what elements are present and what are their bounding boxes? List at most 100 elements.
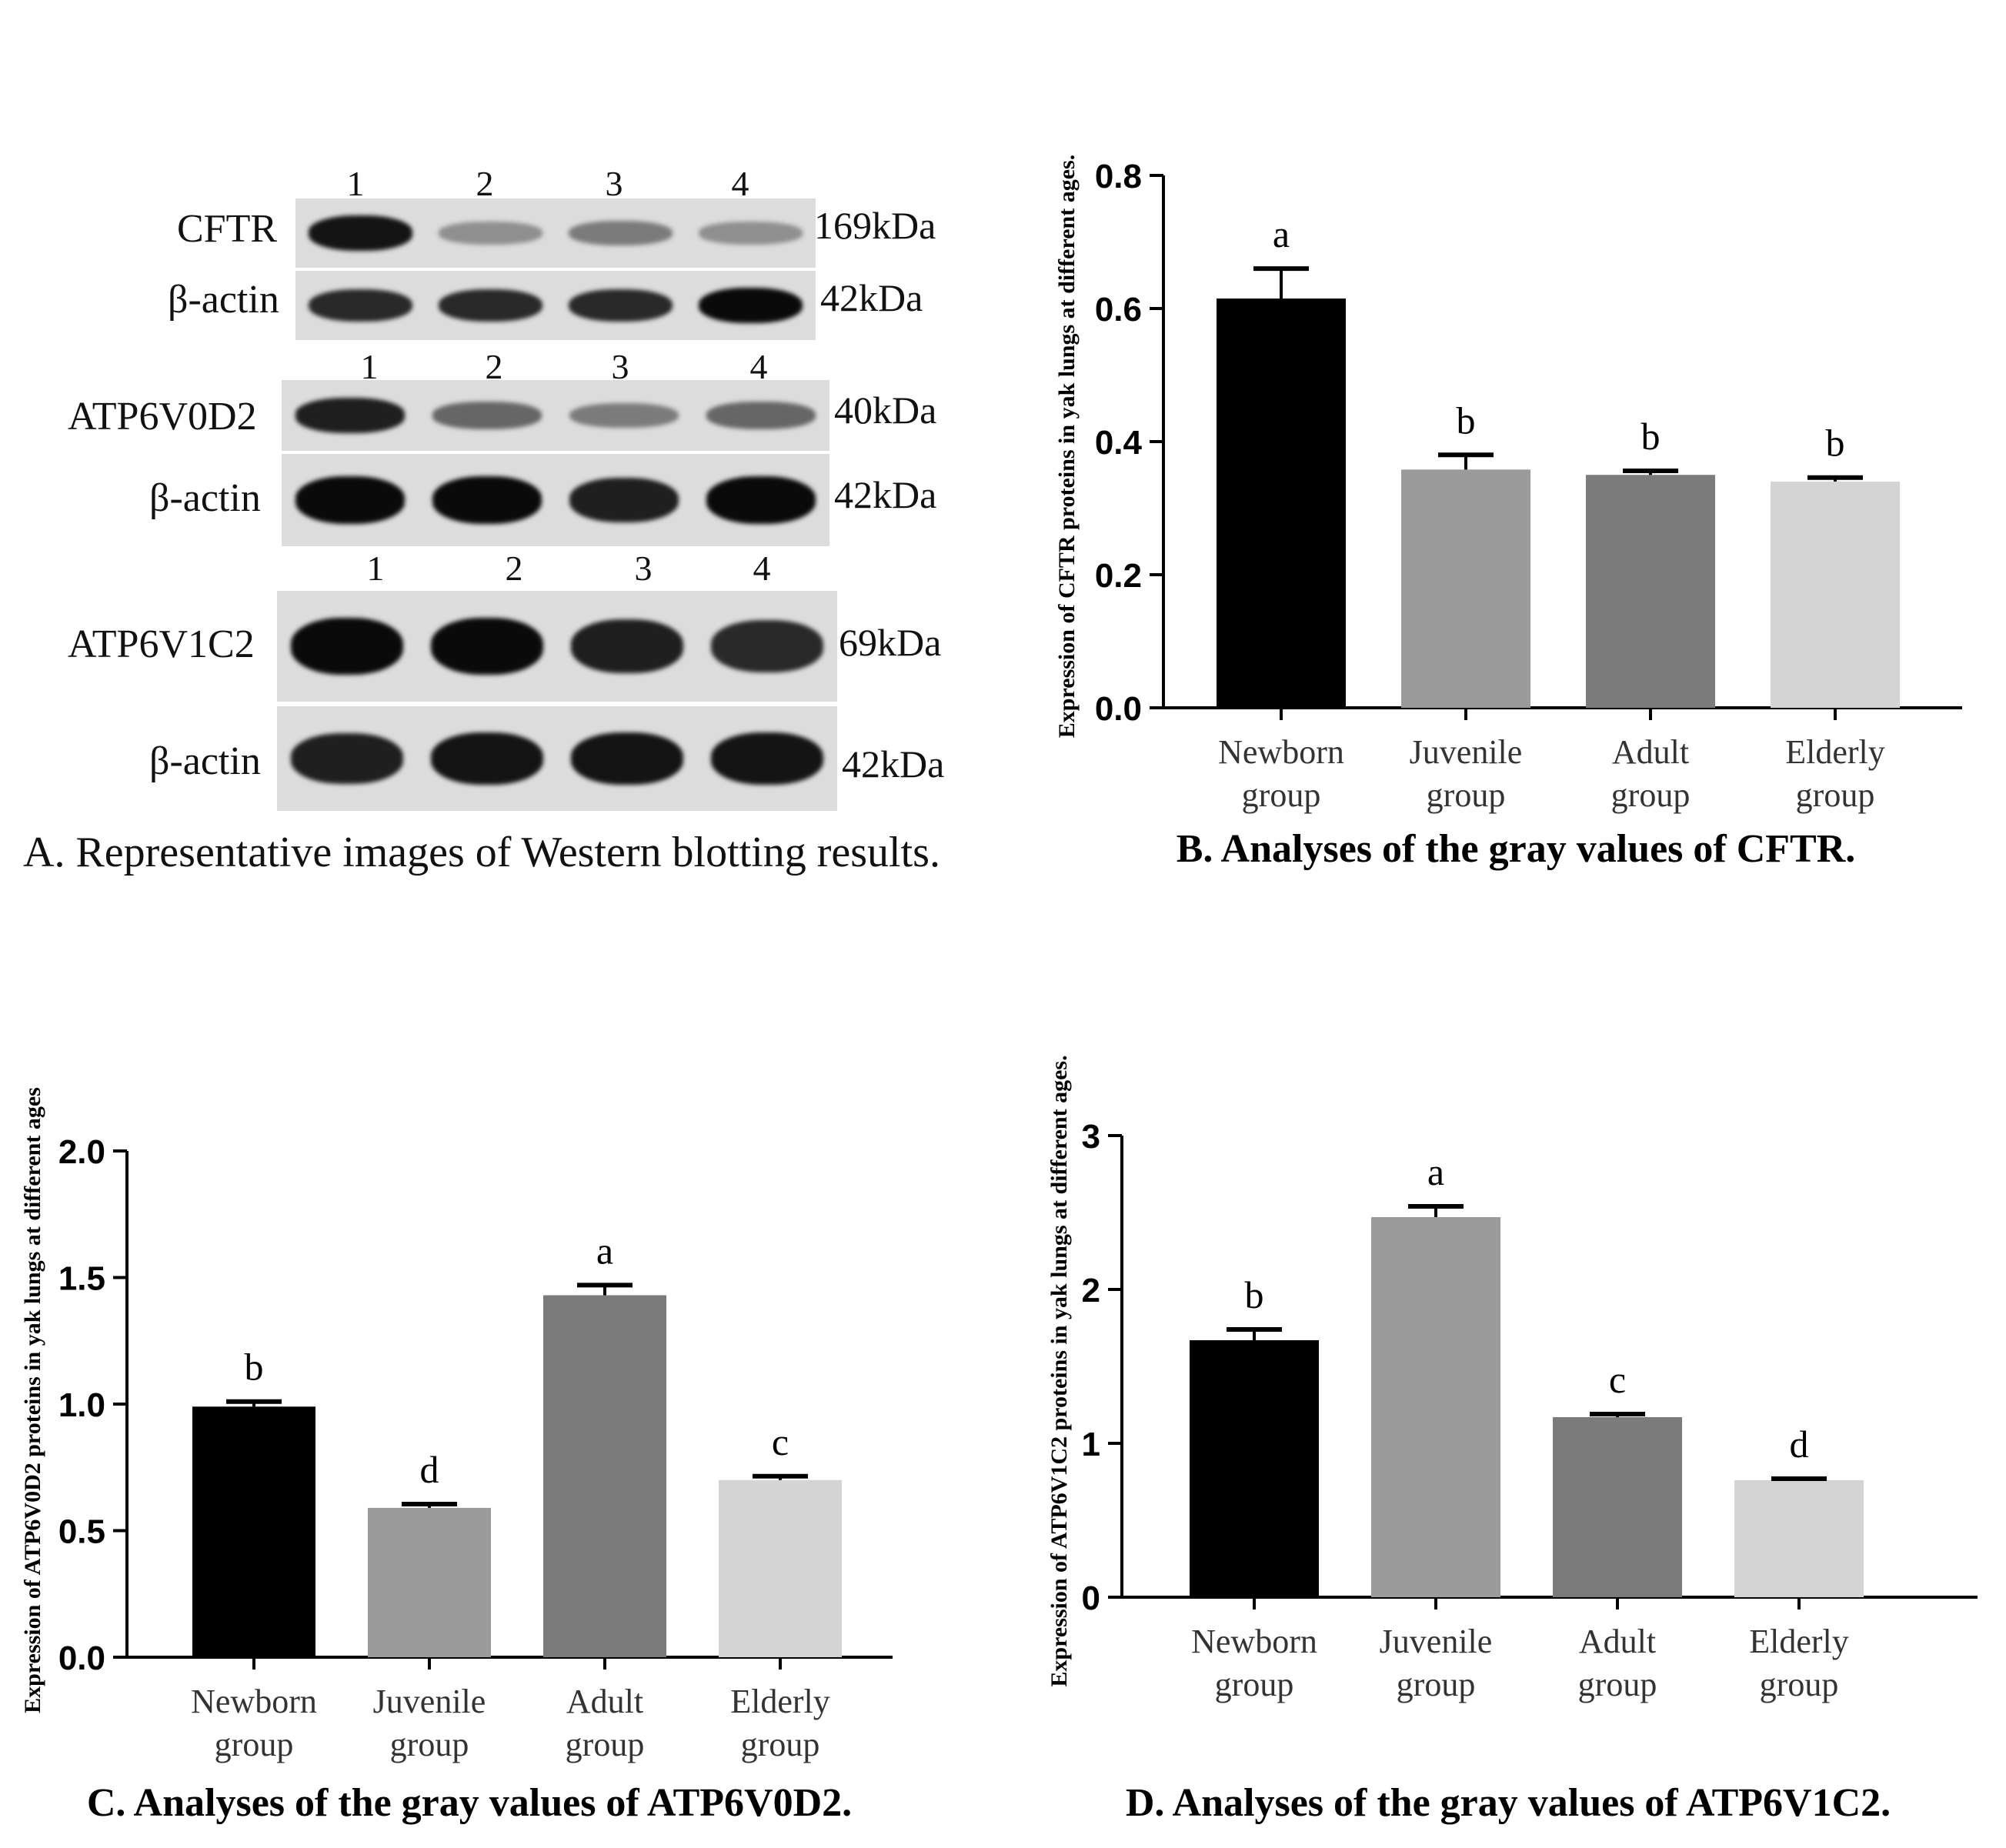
- blot-band: [569, 477, 679, 523]
- y-tick-label: 0.6: [1095, 291, 1142, 329]
- significance-letter: b: [1245, 1273, 1264, 1316]
- significance-letter: d: [1790, 1423, 1809, 1466]
- y-tick-label: 3: [1082, 1118, 1100, 1156]
- blot-band: [568, 221, 673, 245]
- blot-strip: [277, 706, 837, 811]
- x-tick-label: group: [1760, 1666, 1839, 1703]
- y-tick-label: 2.0: [58, 1133, 105, 1171]
- lane-number: 4: [749, 347, 768, 386]
- lane-number: 4: [731, 164, 749, 203]
- x-tick-label: Newborn: [1191, 1623, 1317, 1660]
- y-tick-label: 0.4: [1095, 424, 1143, 462]
- blot-strip: [277, 591, 837, 702]
- lane-number: 1: [346, 164, 365, 203]
- kda-label: 42kDa: [834, 473, 937, 516]
- y-tick-label: 1: [1082, 1426, 1100, 1463]
- blot-band: [438, 289, 543, 322]
- x-tick-label: Elderly: [730, 1683, 830, 1720]
- chart-b-cftr: 0.0 0.2 0.4 0.6 0.8 a Newborn group b Juvenile gro…: [1054, 155, 1962, 871]
- kda-label: 42kDa: [842, 742, 945, 786]
- bar: [192, 1406, 315, 1657]
- y-tick-label: 1.5: [58, 1260, 105, 1298]
- significance-letter: b: [1641, 415, 1661, 458]
- blot-band: [706, 402, 816, 429]
- bar: [1401, 469, 1530, 708]
- x-tick-label: Adult: [1579, 1623, 1656, 1660]
- significance-letter: b: [1457, 399, 1476, 442]
- blot-row-label: β-actin: [149, 739, 261, 783]
- x-tick-label: group: [215, 1726, 294, 1763]
- lane-number: 3: [634, 549, 653, 588]
- blot-band: [698, 287, 803, 324]
- kda-label: 69kDa: [839, 621, 942, 664]
- chart-caption: B. Analyses of the gray values of CFTR.: [1177, 827, 1856, 871]
- blot-band: [711, 732, 823, 786]
- y-axis-label: Expression of ATP6V1C2 proteins in yak l…: [1046, 1055, 1072, 1686]
- chart-caption: D. Analyses of the gray values of ATP6V1…: [1126, 1781, 1891, 1825]
- x-tick-label: group: [390, 1726, 469, 1763]
- bar: [543, 1295, 666, 1657]
- blot-band: [308, 289, 413, 322]
- blot-band: [438, 222, 543, 245]
- y-tick-label: 0: [1082, 1579, 1100, 1617]
- blot-band: [432, 402, 542, 429]
- y-tick-label: 0.0: [58, 1640, 105, 1677]
- kda-label: 169kDa: [814, 204, 936, 247]
- blot-row-label: β-actin: [168, 278, 279, 322]
- bar: [1217, 299, 1346, 708]
- significance-letter: b: [1826, 422, 1845, 465]
- x-tick-label: Elderly: [1785, 733, 1885, 771]
- blot-row-label: CFTR: [177, 207, 278, 251]
- lane-number: 1: [360, 347, 379, 386]
- blot-band: [291, 617, 403, 675]
- x-tick-label: group: [566, 1726, 645, 1763]
- significance-letter: a: [1427, 1150, 1444, 1193]
- chart-c-atp6v0d2: 0.0 0.5 1.0 1.5 2.0 b Newborn group d Juvenile gro…: [20, 1087, 893, 1825]
- blot-band: [432, 475, 542, 525]
- x-tick-label: group: [741, 1726, 820, 1763]
- x-tick-label: group: [1215, 1666, 1294, 1703]
- x-tick-label: Elderly: [1749, 1623, 1849, 1660]
- x-tick-label: group: [1611, 776, 1691, 814]
- bar: [1771, 481, 1900, 708]
- x-tick-label: Juvenile: [373, 1683, 486, 1720]
- x-tick-label: group: [1578, 1666, 1657, 1703]
- x-tick-label: group: [1796, 776, 1875, 814]
- y-tick-label: 0.5: [58, 1513, 105, 1551]
- y-tick-label: 0.0: [1095, 690, 1142, 728]
- bar: [1553, 1417, 1682, 1597]
- blot-band: [431, 617, 543, 675]
- chart-d-atp6v1c2: 0 1 2 3 b Newborn group a Juvenile group c Adult gro…: [1046, 1055, 1978, 1825]
- lane-number: 1: [366, 549, 385, 588]
- blot-band: [711, 619, 823, 673]
- lane-number: 4: [753, 549, 771, 588]
- y-axis-label: Expression of ATP6V0D2 proteins in yak l…: [20, 1087, 45, 1713]
- blot-band: [706, 475, 816, 525]
- lane-number: 2: [505, 549, 523, 588]
- blot-band: [431, 732, 543, 786]
- significance-letter: c: [772, 1420, 789, 1463]
- blot-strip: [295, 271, 816, 340]
- y-axis-label: Expression of CFTR proteins in yak lungs…: [1054, 155, 1080, 738]
- blot-row-label: ATP6V0D2: [68, 395, 257, 439]
- x-tick-label: group: [1397, 1666, 1476, 1703]
- blot-band: [568, 289, 673, 322]
- x-tick-label: Newborn: [191, 1683, 317, 1720]
- bar: [1586, 475, 1715, 708]
- blot-band: [571, 619, 683, 674]
- x-tick-label: Newborn: [1218, 733, 1344, 771]
- blot-strip: [282, 380, 829, 451]
- blot-band: [698, 222, 803, 245]
- bar: [1734, 1480, 1864, 1597]
- kda-label: 42kDa: [820, 276, 923, 319]
- significance-letter: b: [245, 1346, 264, 1389]
- lane-number: 3: [611, 347, 629, 386]
- y-tick-label: 0.2: [1095, 557, 1142, 595]
- bar: [368, 1507, 491, 1657]
- blot-band: [571, 732, 683, 786]
- significance-letter: a: [596, 1229, 613, 1272]
- blot-strip: [282, 454, 829, 546]
- blot-strip: [295, 198, 816, 268]
- blot-row-label: β-actin: [149, 476, 261, 520]
- blot-band: [295, 475, 406, 525]
